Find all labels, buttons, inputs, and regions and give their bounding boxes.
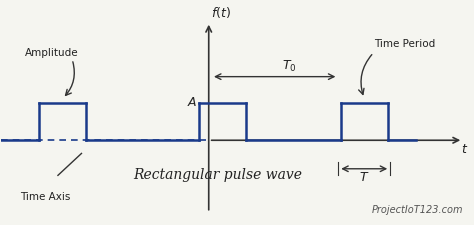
Text: Amplitude: Amplitude — [25, 47, 79, 58]
Text: $A$: $A$ — [187, 97, 197, 110]
Text: $f(t)$: $f(t)$ — [211, 5, 231, 20]
Text: Time Period: Time Period — [374, 39, 435, 49]
Text: $T_0$: $T_0$ — [282, 59, 296, 74]
Text: Time Axis: Time Axis — [20, 192, 71, 202]
Text: Rectangular pulse wave: Rectangular pulse wave — [134, 168, 303, 182]
Text: $t$: $t$ — [461, 142, 468, 155]
Text: $T$: $T$ — [359, 171, 369, 184]
Text: ProjectIoT123.com: ProjectIoT123.com — [372, 205, 463, 215]
